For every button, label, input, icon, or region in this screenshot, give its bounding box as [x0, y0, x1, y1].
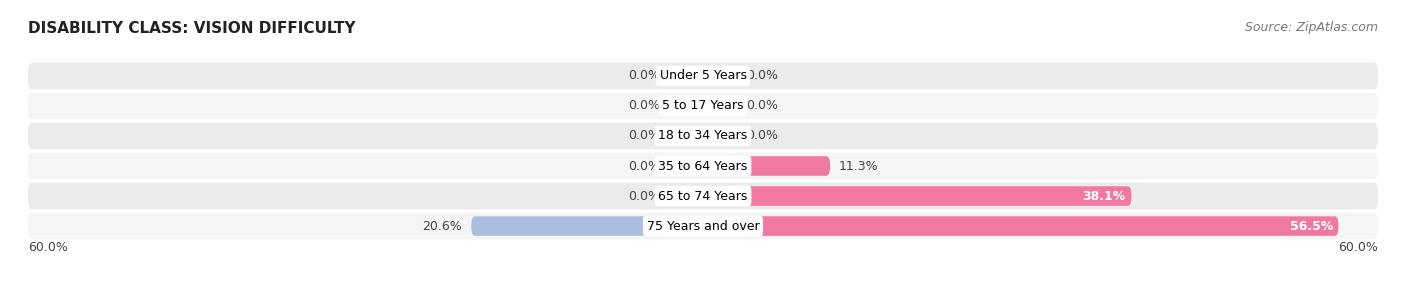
- FancyBboxPatch shape: [703, 96, 737, 116]
- Text: 0.0%: 0.0%: [628, 189, 661, 203]
- Text: 35 to 64 Years: 35 to 64 Years: [658, 160, 748, 173]
- Text: 56.5%: 56.5%: [1289, 220, 1333, 233]
- FancyBboxPatch shape: [669, 96, 703, 116]
- FancyBboxPatch shape: [703, 186, 1132, 206]
- Text: Source: ZipAtlas.com: Source: ZipAtlas.com: [1244, 21, 1378, 34]
- FancyBboxPatch shape: [703, 66, 737, 86]
- FancyBboxPatch shape: [669, 126, 703, 146]
- FancyBboxPatch shape: [28, 123, 1378, 149]
- FancyBboxPatch shape: [703, 156, 830, 176]
- Text: 18 to 34 Years: 18 to 34 Years: [658, 130, 748, 142]
- FancyBboxPatch shape: [669, 156, 703, 176]
- FancyBboxPatch shape: [28, 152, 1378, 179]
- FancyBboxPatch shape: [669, 66, 703, 86]
- FancyBboxPatch shape: [28, 93, 1378, 119]
- Text: 0.0%: 0.0%: [628, 160, 661, 173]
- Text: 0.0%: 0.0%: [745, 70, 778, 82]
- FancyBboxPatch shape: [28, 63, 1378, 89]
- FancyBboxPatch shape: [703, 126, 737, 146]
- FancyBboxPatch shape: [471, 216, 703, 236]
- Text: 5 to 17 Years: 5 to 17 Years: [662, 99, 744, 113]
- Text: DISABILITY CLASS: VISION DIFFICULTY: DISABILITY CLASS: VISION DIFFICULTY: [28, 21, 356, 36]
- FancyBboxPatch shape: [28, 213, 1378, 239]
- Text: 0.0%: 0.0%: [745, 130, 778, 142]
- Text: 38.1%: 38.1%: [1083, 189, 1126, 203]
- Text: 60.0%: 60.0%: [1339, 241, 1378, 254]
- Text: 0.0%: 0.0%: [628, 99, 661, 113]
- FancyBboxPatch shape: [703, 216, 1339, 236]
- FancyBboxPatch shape: [28, 183, 1378, 210]
- Text: 0.0%: 0.0%: [628, 130, 661, 142]
- FancyBboxPatch shape: [669, 186, 703, 206]
- Text: 0.0%: 0.0%: [628, 70, 661, 82]
- Text: 11.3%: 11.3%: [839, 160, 879, 173]
- Text: 0.0%: 0.0%: [745, 99, 778, 113]
- Text: Under 5 Years: Under 5 Years: [659, 70, 747, 82]
- Text: 20.6%: 20.6%: [423, 220, 463, 233]
- Text: 65 to 74 Years: 65 to 74 Years: [658, 189, 748, 203]
- Text: 75 Years and over: 75 Years and over: [647, 220, 759, 233]
- Text: 60.0%: 60.0%: [28, 241, 67, 254]
